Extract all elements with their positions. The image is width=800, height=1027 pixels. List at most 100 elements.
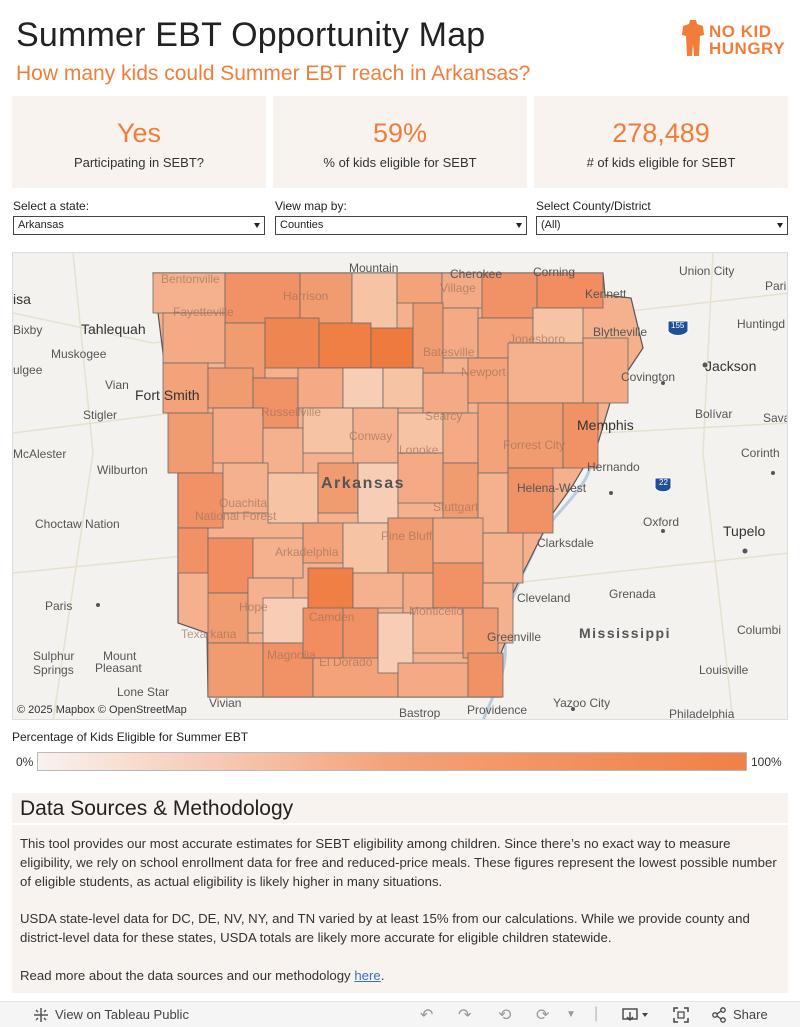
place-label: Muskogee bbox=[51, 347, 107, 361]
place-label: Columbi bbox=[737, 623, 782, 637]
kpi-label: % of kids eligible for SEBT bbox=[323, 155, 477, 170]
redo-icon[interactable]: ↷ bbox=[458, 1007, 472, 1024]
county-filter-label: Select County/District bbox=[536, 199, 651, 213]
place-label: Grenada bbox=[609, 587, 656, 601]
place-label: Sulphur bbox=[33, 649, 75, 663]
place-label: Paris bbox=[45, 599, 73, 613]
place-label: Searcy bbox=[425, 409, 463, 423]
refresh-icon[interactable]: ⟳ bbox=[536, 1007, 550, 1024]
methodology-link-prefix: Read more about the data sources and our… bbox=[20, 968, 355, 983]
kpi-label: # of kids eligible for SEBT bbox=[586, 155, 736, 170]
place-label: Russellville bbox=[261, 405, 322, 419]
place-label: Hope bbox=[239, 600, 268, 614]
tableau-toolbar: View on Tableau Public ↶ ↷ ⟲ ⟳ ▼ | Share bbox=[0, 1001, 800, 1027]
place-label: Stigler bbox=[83, 408, 118, 422]
place-label: Lonoke bbox=[399, 443, 439, 457]
place-label: Newport bbox=[461, 365, 506, 379]
place-label: Jonesboro bbox=[509, 332, 566, 346]
methodology-link-suffix: . bbox=[380, 968, 385, 983]
tableau-logo-icon bbox=[34, 1008, 48, 1022]
place-label: Corning bbox=[533, 265, 576, 279]
place-label: Camden bbox=[309, 610, 355, 624]
place-label: Lone Star bbox=[117, 685, 170, 699]
highway-shield-label: 22 bbox=[659, 478, 668, 487]
legend-title: Percentage of Kids Eligible for Summer E… bbox=[12, 730, 249, 744]
place-label: Mountain bbox=[349, 261, 399, 275]
place-label: Vian bbox=[105, 378, 129, 392]
methodology-heading: Data Sources & Methodology bbox=[20, 797, 294, 820]
state-select[interactable]: Arkansas bbox=[13, 216, 265, 235]
logo-line-2: HUNGRY bbox=[709, 39, 786, 58]
kpi-value: 59% bbox=[372, 118, 428, 148]
place-label: Vivian bbox=[209, 696, 242, 710]
methodology-here-link[interactable]: here bbox=[354, 968, 381, 983]
place-label: Bentonville bbox=[161, 272, 220, 286]
place-label: Cleveland bbox=[517, 591, 571, 605]
place-label: Pari bbox=[765, 279, 787, 293]
download-icon[interactable] bbox=[622, 1008, 650, 1022]
logo-figure-icon bbox=[682, 20, 704, 56]
page-title: Summer EBT Opportunity Map bbox=[16, 16, 486, 54]
refresh-dropdown-icon[interactable]: ▼ bbox=[566, 1009, 576, 1020]
place-label: Harrison bbox=[283, 289, 329, 303]
place-label: Union City bbox=[679, 264, 735, 278]
place-label: National Forest bbox=[195, 509, 277, 523]
revert-icon[interactable]: ⟲ bbox=[498, 1007, 512, 1024]
place-label: Fayetteville bbox=[173, 305, 234, 319]
place-label: Stuttgart bbox=[433, 500, 479, 514]
view-map-select-value: Counties bbox=[280, 219, 324, 231]
fullscreen-icon[interactable] bbox=[673, 1007, 689, 1023]
place-label: isa bbox=[13, 291, 31, 307]
undo-icon[interactable]: ↶ bbox=[420, 1007, 434, 1024]
place-label: Jackson bbox=[705, 358, 757, 374]
place-label: Kennett bbox=[585, 287, 627, 301]
place-label: Greenville bbox=[487, 630, 542, 644]
place-label: Memphis bbox=[577, 417, 634, 433]
share-icon[interactable] bbox=[711, 1007, 727, 1023]
county-select[interactable]: (All) bbox=[536, 216, 788, 235]
place-label: Cherokee bbox=[450, 267, 503, 281]
state-select-value: Arkansas bbox=[18, 219, 64, 231]
place-label: Pleasant bbox=[95, 661, 142, 675]
place-label: Batesville bbox=[423, 345, 475, 359]
place-label: Blytheville bbox=[593, 325, 648, 339]
view-on-tableau-link[interactable]: View on Tableau Public bbox=[55, 1007, 189, 1022]
place-label: Yazoo City bbox=[553, 696, 611, 710]
place-label: Oxford bbox=[643, 515, 680, 529]
no-kid-hungry-logo[interactable]: NO KID HUNGRY bbox=[682, 20, 788, 58]
place-label: Pine Bluff bbox=[381, 529, 433, 543]
view-map-select[interactable]: Counties bbox=[275, 216, 527, 235]
place-label: Bixby bbox=[13, 323, 43, 337]
place-label: Bastrop bbox=[399, 706, 441, 720]
place-label: Fort Smith bbox=[135, 387, 200, 403]
place-label: Magnolia bbox=[267, 648, 316, 662]
map-attribution[interactable]: © 2025 Mapbox © OpenStreetMap bbox=[17, 704, 187, 716]
share-button[interactable]: Share bbox=[733, 1007, 768, 1022]
place-label: Covington bbox=[621, 370, 676, 384]
legend-max-label: 100% bbox=[751, 755, 782, 769]
place-label: McAlester bbox=[13, 447, 67, 461]
methodology-paragraph-2: USDA state-level data for DC, DE, NV, NY… bbox=[20, 911, 750, 945]
place-label: Mount bbox=[103, 649, 137, 663]
map-basemap bbox=[13, 253, 787, 719]
neighbor-state-label: Mississippi bbox=[579, 625, 671, 641]
county-filter: Select County/District (All) bbox=[536, 199, 788, 235]
view-map-filter-label: View map by: bbox=[275, 199, 347, 213]
kpi-number-eligible: 278,489 # of kids eligible for SEBT bbox=[534, 96, 788, 188]
place-label: Corinth bbox=[741, 446, 780, 460]
state-filter-label: Select a state: bbox=[13, 199, 90, 213]
methodology-divider bbox=[12, 823, 788, 825]
dropdown-arrow-icon bbox=[777, 223, 783, 228]
place-label: Wilburton bbox=[97, 463, 148, 477]
place-label: ulgee bbox=[13, 363, 43, 377]
place-label: Providence bbox=[467, 703, 528, 717]
kpi-value: Yes bbox=[116, 118, 162, 148]
place-label: Ouachita bbox=[219, 496, 268, 510]
place-label: Texarkana bbox=[181, 627, 237, 641]
state-label: Arkansas bbox=[321, 475, 406, 492]
choropleth-map[interactable]: Mountain Cherokee Corning Union City isa… bbox=[12, 252, 788, 720]
highway-shield-label: 155 bbox=[671, 321, 685, 330]
kpi-label: Participating in SEBT? bbox=[73, 155, 205, 170]
place-label: Bolívar bbox=[695, 407, 733, 421]
county-select-value: (All) bbox=[541, 219, 561, 231]
